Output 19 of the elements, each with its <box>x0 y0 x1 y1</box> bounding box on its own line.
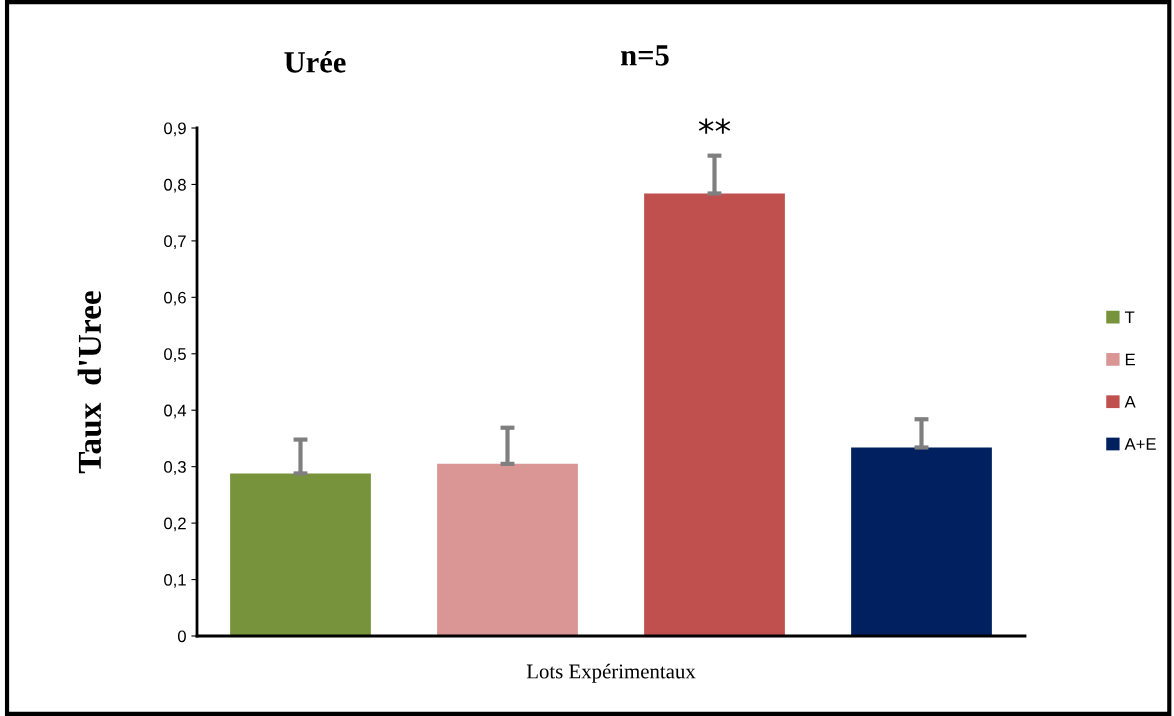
annotation: ** <box>698 118 731 134</box>
y-tick-label: 0,7 <box>164 235 186 250</box>
y-tick-label: 0,1 <box>164 573 186 588</box>
chart-subtitle: n=5 <box>620 45 669 66</box>
y-tick-label: 0 <box>177 630 186 643</box>
y-tick-label: 0,6 <box>164 291 186 306</box>
y-tick-label: 0,8 <box>164 178 186 193</box>
y-tick-label: 0,2 <box>164 517 186 532</box>
y-tick-label: 0,4 <box>164 404 187 419</box>
legend-label: A <box>1124 396 1136 408</box>
chart-title: Urée <box>284 51 346 73</box>
y-tick-label: 0,3 <box>164 461 186 475</box>
y-axis-title: Taux d'Uree <box>77 291 102 474</box>
x-axis-title: Lots Expérimentaux <box>526 663 696 683</box>
legend-label: E <box>1125 353 1135 366</box>
y-tick-label: 0,9 <box>164 122 186 137</box>
legend-label: A+E <box>1124 438 1156 450</box>
legend-label: T <box>1124 311 1135 323</box>
y-tick-label: 0,5 <box>164 348 186 362</box>
